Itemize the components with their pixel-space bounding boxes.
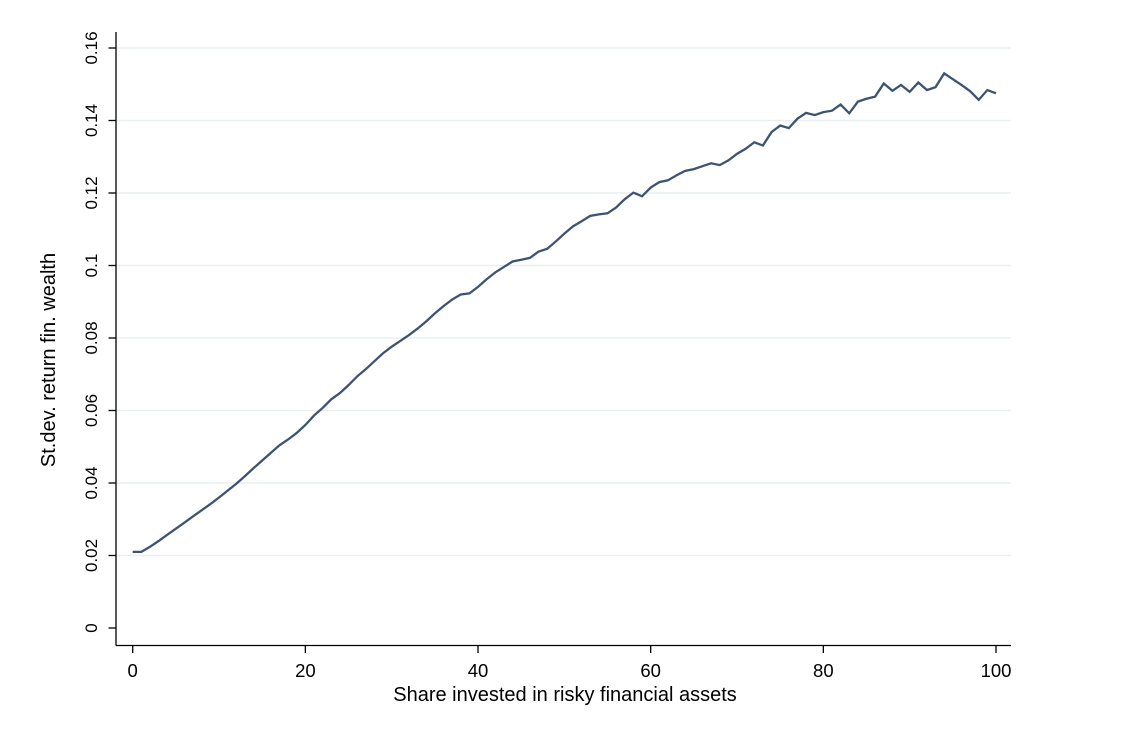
y-tick-label: 0.1	[82, 254, 101, 278]
y-tick-label: 0	[82, 623, 101, 632]
y-tick-label: 0.14	[82, 104, 101, 137]
series-line	[132, 71, 997, 554]
x-axis: 0 20 40 60 80 100	[116, 644, 1012, 681]
y-axis-title: St.dev. return fin. wealth	[38, 253, 60, 467]
x-tick-label: 80	[813, 660, 834, 681]
y-tick-label: 0.04	[82, 466, 101, 499]
y-axis: 0 0.02 0.04 0.06 0.08 0.1 0.12 0.14 0.16	[82, 31, 117, 646]
y-tick-label: 0.08	[82, 321, 101, 354]
y-tick-label: 0.12	[82, 176, 101, 209]
x-tick-label: 60	[640, 660, 661, 681]
x-tick-label: 0	[128, 660, 138, 681]
series-path	[132, 71, 997, 554]
y-tick-label: 0.02	[82, 539, 101, 572]
x-tick-label: 100	[981, 660, 1012, 681]
x-tick-label: 20	[295, 660, 316, 681]
y-tick-label: 0.16	[82, 31, 101, 64]
gridlines	[117, 47, 1011, 557]
x-axis-title: Share invested in risky financial assets	[393, 684, 737, 706]
x-tick-label: 40	[468, 660, 489, 681]
y-tick-label: 0.06	[82, 394, 101, 427]
